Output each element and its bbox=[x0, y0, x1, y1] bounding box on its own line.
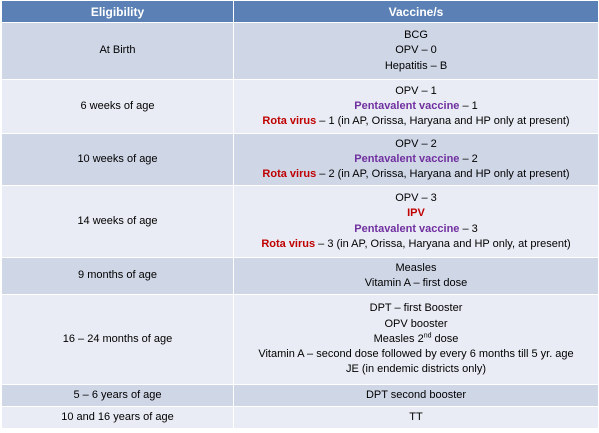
vaccine-line: DPT – first Booster bbox=[369, 302, 463, 315]
eligibility-cell: 5 – 6 years of age bbox=[1, 384, 234, 407]
eligibility-cell: 14 weeks of age bbox=[1, 185, 234, 258]
vaccine-line: DPT second booster bbox=[365, 388, 467, 401]
vaccine-line: OPV booster bbox=[384, 317, 448, 330]
dose-suffix: – 1 (in AP, Orissa, Haryana and HP only … bbox=[316, 115, 570, 128]
vaccines-header: Vaccine/s bbox=[233, 0, 599, 23]
vaccine-line: OPV – 3 bbox=[395, 192, 437, 205]
dose-suffix: – 2 bbox=[459, 152, 478, 165]
dose-suffix: – 2 (in AP, Orissa, Haryana and HP only … bbox=[316, 168, 570, 181]
rota-virus-label: Rota virus bbox=[262, 168, 317, 181]
eligibility-header: Eligibility bbox=[1, 0, 234, 23]
eligibility-cell: 9 months of age bbox=[1, 257, 234, 295]
vaccine-line: Rota virus – 2 (in AP, Orissa, Haryana a… bbox=[238, 167, 594, 182]
vaccine-line: Rota virus – 3 (in AP, Orissa, Haryana a… bbox=[238, 237, 594, 252]
vaccine-cell: BCG OPV – 0 Hepatitis – B bbox=[233, 22, 599, 80]
rota-virus-label: Rota virus bbox=[261, 237, 316, 250]
eligibility-cell: 6 weeks of age bbox=[1, 79, 234, 134]
pentavalent-label: Pentavalent vaccine bbox=[354, 99, 460, 112]
table-header-row: Eligibility Vaccine/s bbox=[1, 0, 599, 23]
rota-virus-label: Rota virus bbox=[262, 115, 317, 128]
dose-suffix: – 3 (in AP, Orissa, Haryana and HP only,… bbox=[315, 237, 571, 250]
table-row: 14 weeks of age OPV – 3 IPV Pentavalent … bbox=[1, 185, 599, 258]
vaccine-line: Rota virus – 1 (in AP, Orissa, Haryana a… bbox=[238, 114, 594, 129]
vaccine-line: BCG bbox=[404, 29, 428, 42]
vaccine-line: TT bbox=[409, 410, 423, 423]
vaccine-cell: DPT – first Booster OPV booster Measles … bbox=[233, 294, 599, 385]
table-row: 10 weeks of age OPV – 2 Pentavalent vacc… bbox=[1, 133, 599, 186]
pentavalent-label: Pentavalent vaccine bbox=[354, 222, 460, 235]
table-row: 9 months of age Measles Vitamin A – firs… bbox=[1, 257, 599, 295]
vaccine-line: IPV bbox=[238, 206, 594, 221]
eligibility-cell: At Birth bbox=[1, 22, 234, 80]
vaccine-cell: TT bbox=[233, 406, 599, 429]
dose-suffix: – 3 bbox=[459, 222, 478, 235]
vaccine-line: OPV – 1 bbox=[395, 84, 437, 97]
dose-suffix: – 1 bbox=[459, 99, 478, 112]
vaccine-cell: OPV – 3 IPV Pentavalent vaccine – 3 Rota… bbox=[233, 185, 599, 258]
ordinal-suffix: nd bbox=[423, 332, 432, 340]
vaccine-line: Measles bbox=[395, 261, 437, 274]
table-row: At Birth BCG OPV – 0 Hepatitis – B bbox=[1, 22, 599, 80]
eligibility-cell: 16 – 24 months of age bbox=[1, 294, 234, 385]
eligibility-cell: 10 weeks of age bbox=[1, 133, 234, 186]
vaccine-line: OPV – 2 bbox=[395, 137, 437, 150]
eligibility-cell: 10 and 16 years of age bbox=[1, 406, 234, 429]
ipv-label: IPV bbox=[407, 207, 425, 220]
vaccine-line: Pentavalent vaccine – 1 bbox=[238, 99, 594, 114]
vaccine-line: OPV – 0 bbox=[395, 44, 437, 57]
table-row: 6 weeks of age OPV – 1 Pentavalent vacci… bbox=[1, 79, 599, 134]
table-row: 5 – 6 years of age DPT second booster bbox=[1, 384, 599, 407]
vaccine-line: Hepatitis – B bbox=[384, 59, 448, 72]
vaccine-line: Measles 2nd dose bbox=[238, 332, 594, 347]
vaccine-line: Pentavalent vaccine – 3 bbox=[238, 222, 594, 237]
vaccine-line: Vitamin A – first dose bbox=[364, 277, 468, 289]
table-row: 16 – 24 months of age DPT – first Booste… bbox=[1, 294, 599, 385]
measles-text: Measles 2 bbox=[373, 332, 424, 345]
vaccine-cell: OPV – 2 Pentavalent vaccine – 2 Rota vir… bbox=[233, 133, 599, 186]
vaccine-line: Pentavalent vaccine – 2 bbox=[238, 152, 594, 167]
vaccine-line: Vitamin A – second dose followed by ever… bbox=[258, 348, 574, 361]
table-row: 10 and 16 years of age TT bbox=[1, 406, 599, 429]
vaccine-cell: Measles Vitamin A – first dose bbox=[233, 257, 599, 295]
dose-suffix: dose bbox=[431, 332, 459, 345]
pentavalent-label: Pentavalent vaccine bbox=[354, 152, 460, 165]
vaccine-cell: DPT second booster bbox=[233, 384, 599, 407]
vaccine-cell: OPV – 1 Pentavalent vaccine – 1 Rota vir… bbox=[233, 79, 599, 134]
vaccine-line: JE (in endemic districts only) bbox=[346, 363, 486, 376]
